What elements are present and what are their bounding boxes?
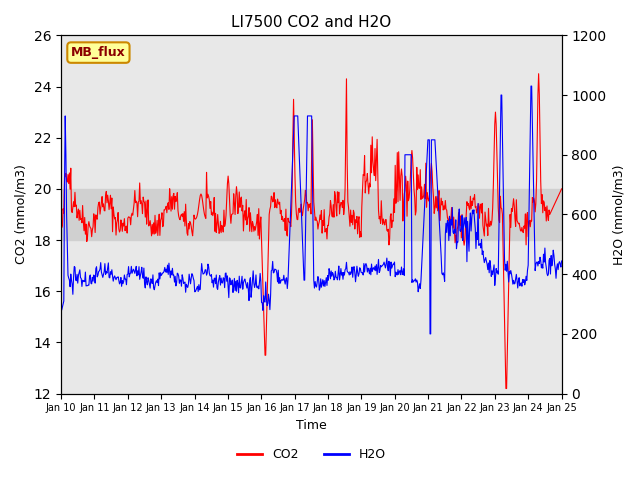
Legend: CO2, H2O: CO2, H2O bbox=[232, 443, 390, 466]
Title: LI7500 CO2 and H2O: LI7500 CO2 and H2O bbox=[231, 15, 392, 30]
X-axis label: Time: Time bbox=[296, 419, 326, 432]
Y-axis label: CO2 (mmol/m3): CO2 (mmol/m3) bbox=[15, 165, 28, 264]
Text: MB_flux: MB_flux bbox=[71, 46, 126, 59]
Y-axis label: H2O (mmol/m3): H2O (mmol/m3) bbox=[612, 164, 625, 264]
Bar bbox=[61, 189, 561, 240]
